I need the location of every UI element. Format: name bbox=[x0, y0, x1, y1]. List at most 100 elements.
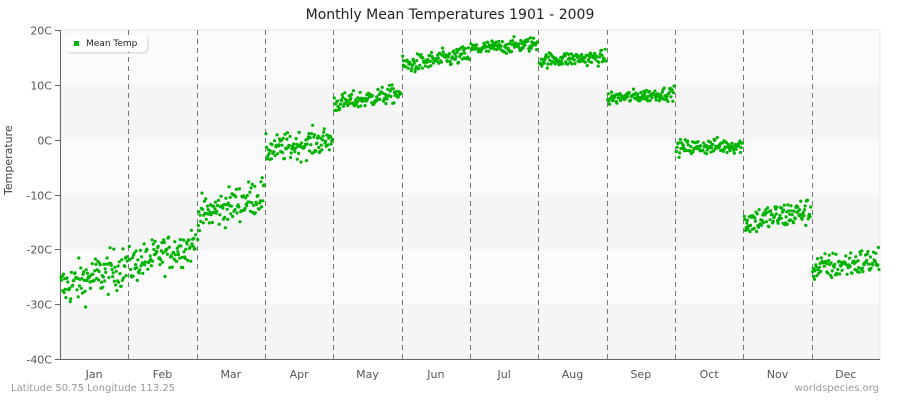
data-point bbox=[755, 229, 759, 234]
data-point bbox=[180, 255, 184, 259]
data-point bbox=[745, 218, 750, 222]
data-point bbox=[346, 104, 350, 108]
data-point bbox=[305, 142, 309, 146]
data-point bbox=[205, 204, 210, 208]
data-point bbox=[802, 208, 807, 212]
data-point bbox=[654, 95, 658, 99]
data-point bbox=[414, 67, 418, 71]
data-point bbox=[265, 145, 269, 149]
data-point bbox=[866, 249, 870, 254]
data-point bbox=[104, 270, 108, 274]
data-point bbox=[234, 187, 238, 191]
data-point bbox=[218, 213, 222, 217]
data-point bbox=[389, 95, 393, 99]
data-point bbox=[159, 249, 163, 253]
data-point bbox=[686, 139, 690, 143]
data-point bbox=[840, 268, 844, 272]
data-point bbox=[96, 278, 101, 282]
data-point bbox=[131, 274, 135, 278]
data-point bbox=[871, 263, 875, 267]
data-point bbox=[527, 47, 531, 51]
data-point bbox=[753, 216, 757, 220]
legend-label: Mean Temp bbox=[86, 38, 138, 49]
data-point bbox=[768, 218, 772, 222]
data-point bbox=[595, 55, 599, 59]
data-point bbox=[721, 149, 725, 153]
data-point bbox=[143, 260, 147, 264]
data-point bbox=[212, 204, 216, 208]
data-point bbox=[309, 143, 313, 147]
data-point bbox=[125, 255, 129, 259]
data-point bbox=[426, 65, 431, 69]
data-point bbox=[788, 212, 792, 216]
data-point bbox=[439, 60, 443, 64]
data-point bbox=[589, 60, 594, 64]
data-point bbox=[813, 268, 817, 273]
data-point bbox=[76, 295, 80, 299]
data-point bbox=[412, 61, 416, 65]
data-point bbox=[502, 50, 506, 54]
data-point bbox=[691, 149, 695, 154]
data-point bbox=[216, 198, 221, 202]
data-point bbox=[463, 47, 467, 51]
data-point bbox=[308, 136, 312, 140]
data-point bbox=[330, 137, 334, 141]
x-tick-label: Jul bbox=[497, 368, 511, 381]
data-point bbox=[359, 104, 363, 108]
data-point bbox=[812, 274, 816, 279]
data-point bbox=[689, 145, 693, 149]
data-point bbox=[111, 275, 115, 279]
data-point bbox=[494, 40, 498, 44]
data-point bbox=[388, 83, 392, 87]
data-point bbox=[186, 258, 190, 262]
data-point bbox=[137, 271, 141, 275]
data-point bbox=[173, 253, 177, 257]
data-point bbox=[358, 90, 362, 94]
data-point bbox=[675, 149, 679, 154]
data-point bbox=[332, 96, 336, 100]
data-point bbox=[250, 201, 254, 205]
data-point bbox=[681, 144, 686, 148]
data-point bbox=[463, 51, 467, 55]
data-point bbox=[561, 62, 565, 66]
data-point bbox=[615, 101, 619, 105]
data-point bbox=[325, 133, 329, 137]
data-point bbox=[237, 187, 241, 191]
data-point bbox=[143, 263, 147, 267]
data-point bbox=[421, 56, 425, 60]
data-point bbox=[297, 151, 301, 155]
data-point bbox=[151, 242, 155, 246]
data-point bbox=[429, 64, 433, 68]
data-point bbox=[665, 97, 669, 101]
data-point bbox=[796, 205, 800, 209]
data-point bbox=[365, 97, 370, 101]
data-point bbox=[636, 92, 640, 96]
data-point bbox=[110, 267, 114, 272]
data-point bbox=[338, 102, 343, 106]
data-point bbox=[588, 55, 592, 59]
data-point bbox=[859, 252, 863, 256]
data-point bbox=[779, 216, 783, 220]
source-credit[interactable]: worldspecies.org bbox=[794, 383, 879, 394]
data-point bbox=[753, 219, 758, 223]
data-point bbox=[417, 67, 421, 71]
data-point bbox=[857, 270, 861, 274]
data-point bbox=[583, 60, 588, 64]
data-point bbox=[646, 99, 650, 103]
data-point bbox=[790, 209, 794, 213]
data-point bbox=[429, 50, 434, 55]
data-point bbox=[748, 230, 752, 234]
data-point bbox=[255, 202, 259, 206]
data-point bbox=[467, 57, 471, 61]
x-tick-label: Apr bbox=[290, 368, 310, 381]
data-point bbox=[757, 208, 761, 212]
data-point bbox=[316, 134, 320, 138]
data-point bbox=[223, 226, 227, 230]
data-point bbox=[500, 40, 504, 44]
x-tick-label: Jun bbox=[426, 368, 444, 381]
data-point bbox=[320, 148, 324, 152]
data-point bbox=[404, 65, 408, 69]
data-point bbox=[185, 242, 189, 246]
data-point bbox=[77, 284, 81, 288]
data-point bbox=[765, 210, 769, 215]
